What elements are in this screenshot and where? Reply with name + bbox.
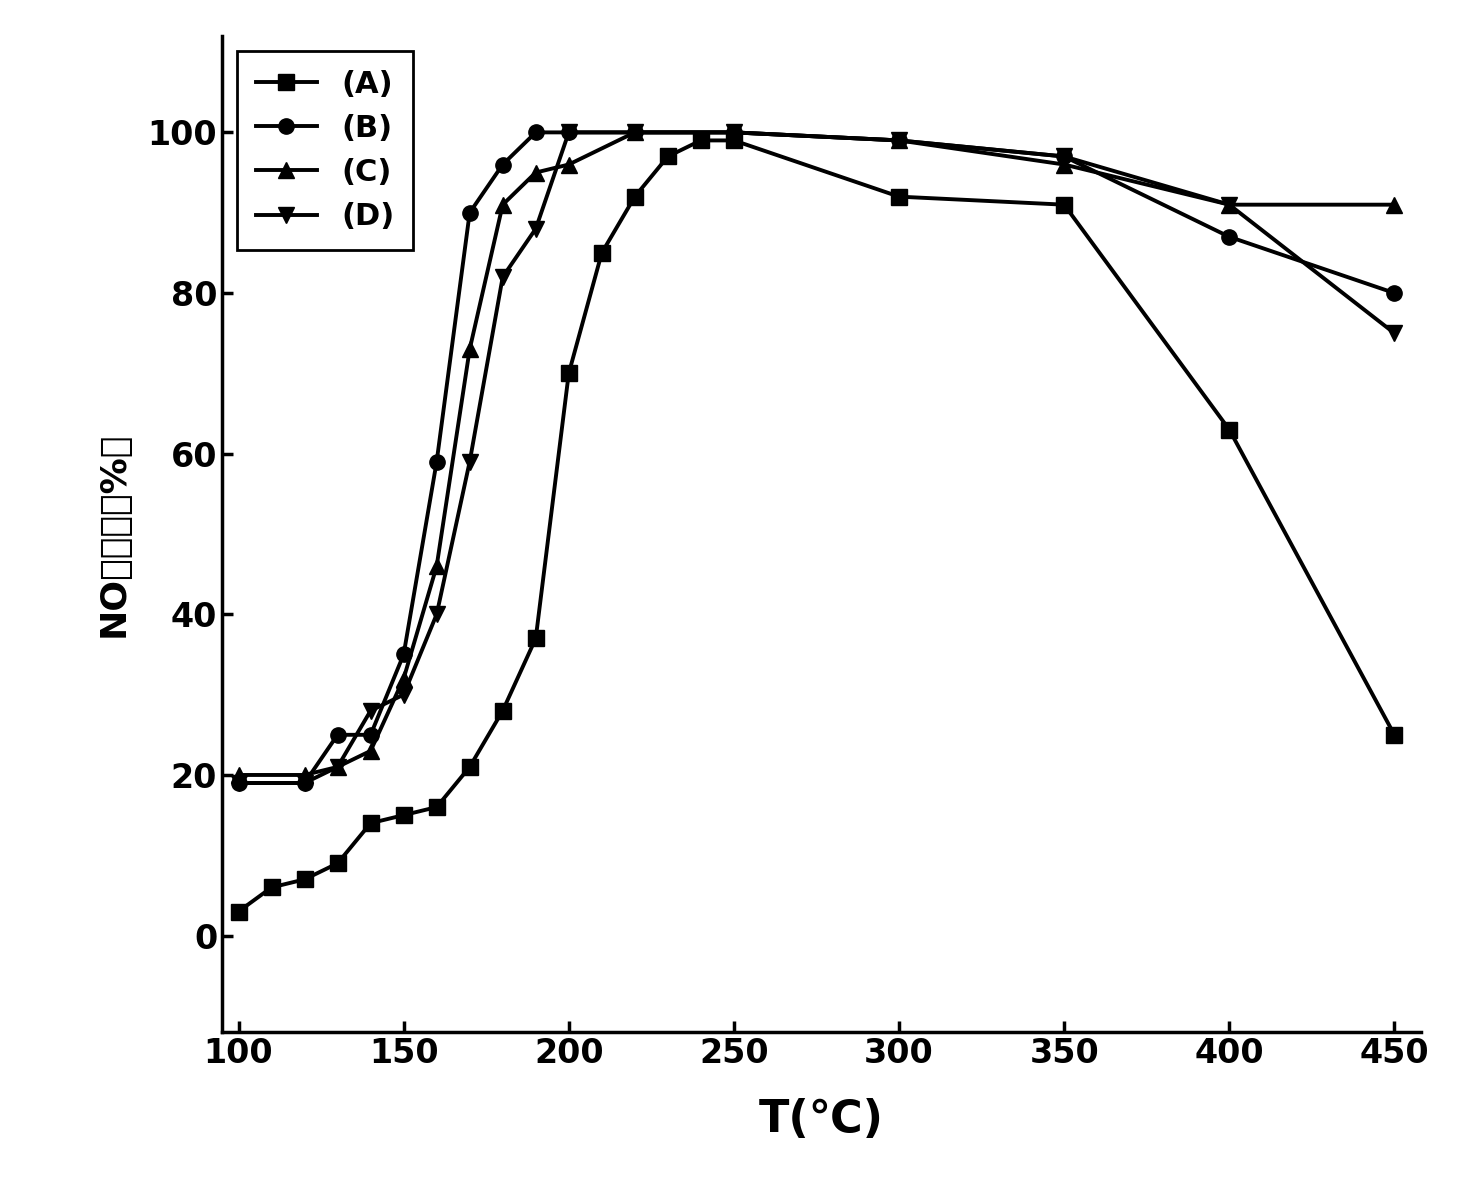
(A) bbox=[229, 905, 247, 919]
(A) bbox=[1385, 727, 1403, 742]
(B) bbox=[296, 775, 314, 790]
(D) bbox=[494, 270, 512, 284]
(B) bbox=[559, 125, 577, 139]
(A) bbox=[361, 816, 379, 830]
(D) bbox=[626, 125, 644, 139]
(C) bbox=[1221, 198, 1239, 212]
(A) bbox=[428, 800, 445, 815]
(B) bbox=[1055, 149, 1073, 163]
(B) bbox=[329, 727, 346, 742]
(D) bbox=[229, 775, 247, 790]
(A) bbox=[693, 133, 710, 148]
(C) bbox=[395, 671, 413, 685]
(A) bbox=[329, 856, 346, 870]
(B) bbox=[428, 455, 445, 469]
(A) bbox=[262, 881, 280, 895]
(D) bbox=[428, 607, 445, 622]
(D) bbox=[889, 133, 907, 148]
(C) bbox=[296, 768, 314, 782]
Line: (D): (D) bbox=[231, 125, 1402, 791]
(C) bbox=[889, 133, 907, 148]
(C) bbox=[626, 125, 644, 139]
(C) bbox=[1055, 157, 1073, 172]
(C) bbox=[329, 760, 346, 774]
(D) bbox=[1385, 326, 1403, 341]
(C) bbox=[527, 166, 545, 180]
(C) bbox=[428, 559, 445, 574]
(D) bbox=[329, 760, 346, 774]
(B) bbox=[889, 133, 907, 148]
(D) bbox=[1221, 198, 1239, 212]
(A) bbox=[593, 246, 611, 260]
Y-axis label: NO转化率（%）: NO转化率（%） bbox=[96, 431, 130, 637]
Line: (C): (C) bbox=[231, 125, 1402, 782]
(C) bbox=[229, 768, 247, 782]
(D) bbox=[395, 688, 413, 702]
(B) bbox=[1221, 229, 1239, 244]
(B) bbox=[626, 125, 644, 139]
(C) bbox=[1385, 198, 1403, 212]
(D) bbox=[460, 455, 478, 469]
(C) bbox=[361, 744, 379, 758]
(B) bbox=[527, 125, 545, 139]
(B) bbox=[494, 157, 512, 172]
Line: (A): (A) bbox=[231, 133, 1402, 919]
X-axis label: T(℃): T(℃) bbox=[759, 1098, 884, 1141]
(D) bbox=[361, 703, 379, 718]
(A) bbox=[527, 631, 545, 646]
(A) bbox=[494, 703, 512, 718]
(D) bbox=[296, 775, 314, 790]
(B) bbox=[1385, 286, 1403, 300]
(B) bbox=[361, 727, 379, 742]
(A) bbox=[395, 808, 413, 822]
(C) bbox=[460, 342, 478, 356]
(B) bbox=[725, 125, 743, 139]
(A) bbox=[1221, 422, 1239, 437]
(A) bbox=[559, 366, 577, 380]
(D) bbox=[527, 222, 545, 236]
(D) bbox=[1055, 149, 1073, 163]
(B) bbox=[229, 775, 247, 790]
(B) bbox=[460, 205, 478, 220]
(A) bbox=[659, 149, 676, 163]
(C) bbox=[559, 157, 577, 172]
(A) bbox=[296, 872, 314, 887]
(D) bbox=[725, 125, 743, 139]
(A) bbox=[460, 760, 478, 774]
(A) bbox=[626, 190, 644, 204]
(A) bbox=[1055, 198, 1073, 212]
Line: (B): (B) bbox=[231, 125, 1402, 791]
(B) bbox=[395, 647, 413, 661]
(A) bbox=[889, 190, 907, 204]
(A) bbox=[725, 133, 743, 148]
(D) bbox=[559, 125, 577, 139]
Legend: (A), (B), (C), (D): (A), (B), (C), (D) bbox=[237, 52, 413, 250]
(C) bbox=[494, 198, 512, 212]
(C) bbox=[725, 125, 743, 139]
